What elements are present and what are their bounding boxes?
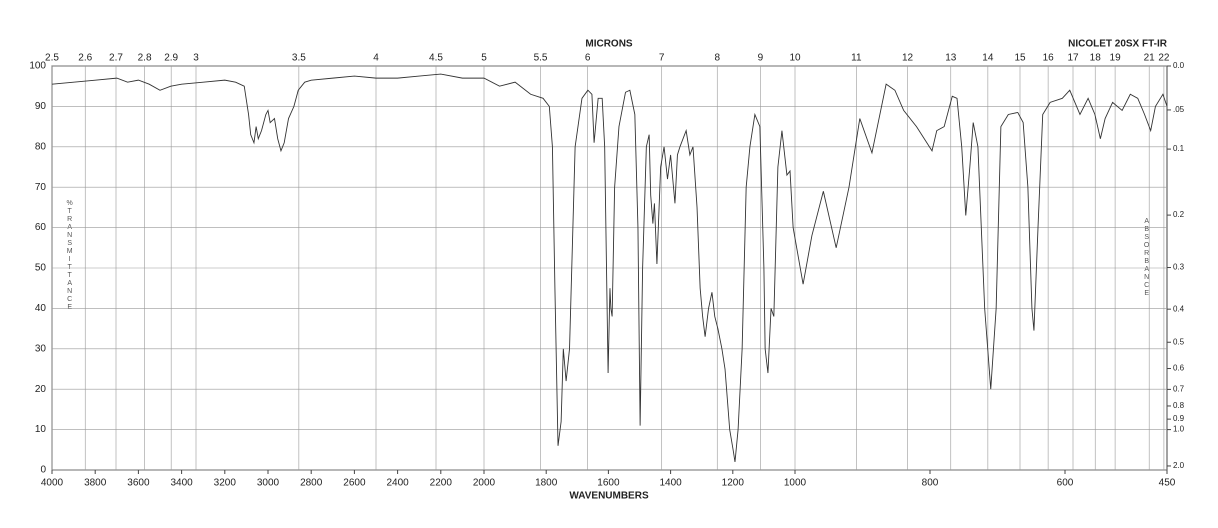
x2-tick-label: 2.7	[109, 53, 123, 64]
x2-tick-label: 21	[1144, 53, 1156, 64]
x2-tick-label: 19	[1110, 53, 1122, 64]
y-tick-label: 30	[35, 343, 47, 354]
x2-tick-label: 14	[982, 53, 994, 64]
x-tick-label: 1200	[722, 478, 745, 489]
y2-tick-label: 0.9	[1173, 414, 1185, 423]
y2-tick-label: 0.0	[1173, 61, 1185, 70]
y2-tick-label: 0.8	[1173, 401, 1185, 410]
x2-tick-label: 13	[945, 53, 957, 64]
x-tick-label: 600	[1057, 478, 1074, 489]
y-tick-label: 60	[35, 222, 47, 233]
x2-tick-label: 22	[1158, 53, 1170, 64]
x-tick-label: 3800	[84, 478, 107, 489]
x-tick-label: 2000	[473, 478, 496, 489]
x-tick-label: 3000	[257, 478, 280, 489]
x2-tick-label: 4	[373, 53, 379, 64]
x2-tick-label: 2.5	[45, 53, 59, 64]
x2-tick-label: 11	[851, 53, 862, 64]
y-tick-label: 20	[35, 384, 47, 395]
x2-tick-label: 5.5	[534, 53, 548, 64]
x2-tick-label: 4.5	[429, 53, 443, 64]
y2-tick-label: 0.1	[1173, 144, 1185, 153]
x2-tick-label: 5	[481, 53, 487, 64]
x2-tick-label: 6	[585, 53, 591, 64]
x-tick-label: 450	[1159, 478, 1176, 489]
x-axis-title: WAVENUMBERS	[569, 491, 649, 502]
x-tick-label: 800	[922, 478, 939, 489]
x-tick-label: 4000	[41, 478, 64, 489]
y-tick-label: 50	[35, 263, 47, 274]
y-tick-label: 10	[35, 424, 47, 435]
x2-tick-label: 2.6	[78, 53, 92, 64]
x-tick-label: 3600	[127, 478, 150, 489]
y2-tick-label: 0.4	[1173, 304, 1185, 313]
x2-axis-title: MICRONS	[585, 39, 633, 50]
x2-tick-label: 10	[789, 53, 801, 64]
x2-tick-label: 17	[1067, 53, 1079, 64]
x2-tick-label: 2.9	[164, 53, 178, 64]
x-tick-label: 2600	[343, 478, 366, 489]
y2-axis-title: ABSORBANCE	[1143, 218, 1150, 298]
y-tick-label: 0	[40, 465, 46, 476]
x2-tick-label: 8	[714, 53, 720, 64]
y-tick-label: 80	[35, 141, 47, 152]
x-tick-label: 2200	[430, 478, 453, 489]
y-axis-title: %TRANSMITTANCE	[66, 200, 73, 312]
x-tick-label: 3400	[170, 478, 193, 489]
y-tick-label: 70	[35, 182, 47, 193]
x-tick-label: 1800	[535, 478, 558, 489]
x-tick-label: 1000	[784, 478, 807, 489]
x2-tick-label: 16	[1043, 53, 1055, 64]
x2-tick-label: 15	[1014, 53, 1026, 64]
x-tick-label: 3200	[214, 478, 237, 489]
x2-tick-label: 2.8	[138, 53, 152, 64]
x-tick-label: 1400	[659, 478, 682, 489]
x-tick-label: 1600	[597, 478, 620, 489]
y2-tick-label: 0.5	[1173, 337, 1185, 346]
y-tick-label: 90	[35, 101, 47, 112]
y2-tick-label: 0.6	[1173, 364, 1185, 373]
x2-tick-label: 3	[193, 53, 199, 64]
y2-tick-label: 0.7	[1173, 385, 1185, 394]
spectrum-line	[51, 73, 1168, 462]
x-tick-label: 2400	[386, 478, 409, 489]
y2-tick-label: 2.0	[1173, 461, 1185, 470]
y-tick-label: 100	[29, 61, 46, 72]
y2-tick-label: .05	[1173, 105, 1185, 114]
x2-tick-label: 18	[1090, 53, 1102, 64]
x2-tick-label: 3.5	[292, 53, 306, 64]
y-tick-label: 40	[35, 303, 47, 314]
y2-tick-label: 0.2	[1173, 210, 1185, 219]
y2-tick-label: 1.0	[1173, 425, 1185, 434]
x2-tick-label: 7	[659, 53, 665, 64]
x2-tick-label: 9	[758, 53, 764, 64]
chart-title: NICOLET 20SX FT-IR	[1068, 39, 1168, 50]
x2-tick-label: 12	[902, 53, 914, 64]
y2-tick-label: 0.3	[1173, 263, 1185, 272]
x-tick-label: 2800	[300, 478, 323, 489]
